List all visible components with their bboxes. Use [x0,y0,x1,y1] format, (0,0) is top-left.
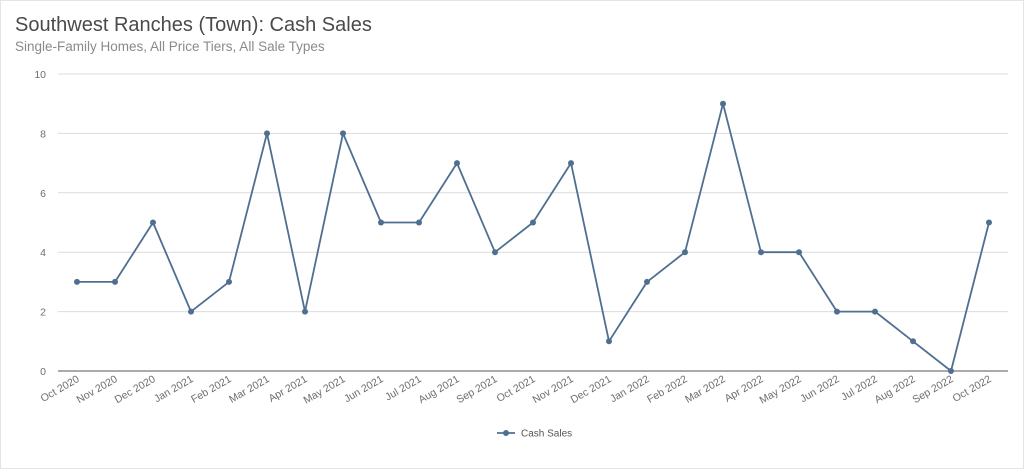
y-tick-label: 8 [40,128,46,140]
data-point [492,249,498,256]
x-tick-label: Jun 2022 [798,373,842,405]
x-tick-label: Feb 2022 [645,373,690,406]
data-point [340,130,346,137]
x-tick-label: Aug 2021 [417,373,462,406]
data-point [150,219,156,226]
x-tick-label: Mar 2021 [227,373,272,406]
data-point [568,160,574,167]
data-point [644,278,650,285]
data-point [910,338,916,345]
data-point [834,308,840,315]
legend-dot-marker [503,430,509,436]
data-point [682,249,688,256]
x-tick-label: Sep 2021 [455,373,500,406]
x-tick-label: Oct 2021 [495,373,538,405]
data-point [112,278,118,285]
x-tick-label: Dec 2021 [569,373,614,406]
y-tick-label: 10 [34,69,46,81]
data-point [302,308,308,315]
data-point [264,130,270,137]
chart-title: Southwest Ranches (Town): Cash Sales [15,14,372,36]
data-point [416,219,422,226]
x-tick-label: Jun 2021 [342,373,386,405]
x-tick-label: Dec 2020 [113,373,158,406]
data-point [226,278,232,285]
y-tick-label: 2 [40,307,46,319]
x-tick-label: Oct 2022 [951,373,994,405]
legend[interactable]: Cash Sales [497,429,572,440]
x-tick-label: Aug 2022 [873,373,918,406]
data-point [948,368,954,374]
data-point [986,219,992,226]
data-point [796,249,802,256]
y-tick-label: 6 [40,188,46,200]
x-tick-label: Jan 2021 [152,373,196,405]
data-point [720,100,726,107]
x-tick-label: Jan 2022 [608,373,652,405]
y-tick-label: 0 [40,366,46,378]
data-point [454,160,460,167]
y-axis-ticks: 0 2 4 6 8 10 [34,69,46,378]
data-point [758,249,764,256]
series-line-cash-sales [77,102,990,372]
data-point [74,278,80,285]
x-tick-label: Nov 2020 [75,373,120,406]
chart-subtitle: Single-Family Homes, All Price Tiers, Al… [15,39,325,54]
x-tick-label: Mar 2022 [683,373,728,406]
x-tick-label: Sep 2022 [911,373,956,406]
x-tick-label: Nov 2021 [531,373,576,406]
data-point [378,219,384,226]
x-tick-label: May 2022 [758,373,804,407]
y-tick-label: 4 [40,247,46,259]
x-tick-label: May 2021 [302,373,348,407]
data-point [606,338,612,345]
data-point [188,308,194,315]
data-point [872,308,878,315]
legend-label: Cash Sales [521,429,572,440]
series-group [74,100,992,374]
x-tick-label: Feb 2021 [189,373,234,406]
data-point [530,219,536,226]
